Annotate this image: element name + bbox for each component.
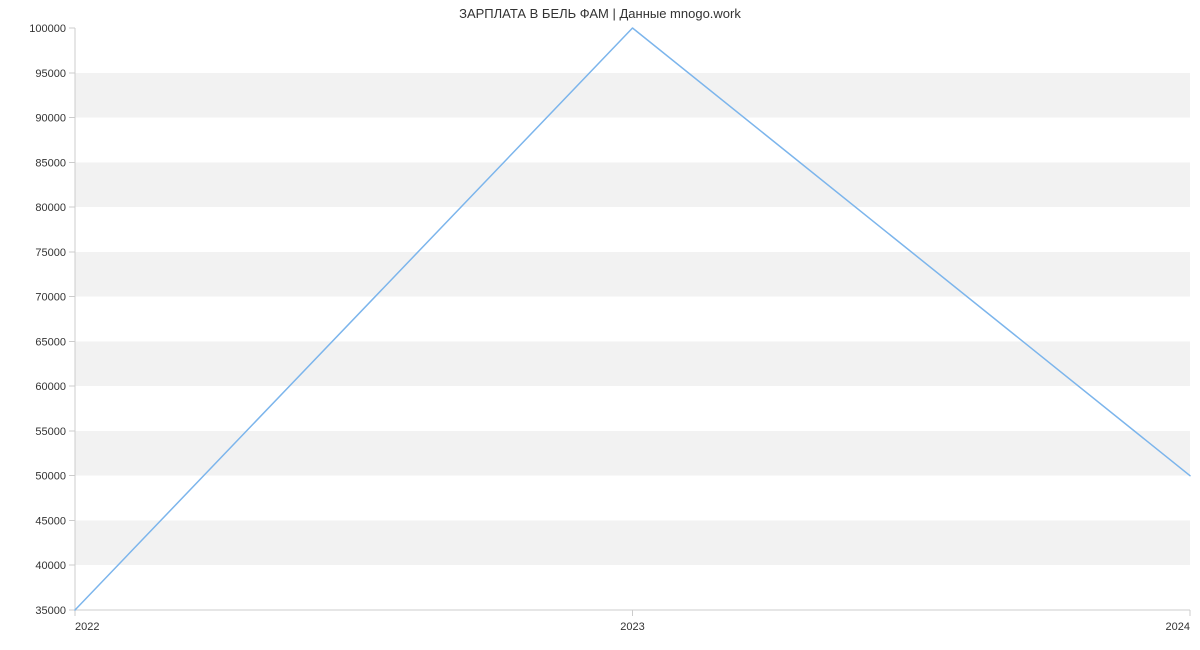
svg-text:40000: 40000: [35, 560, 66, 572]
salary-line-chart: ЗАРПЛАТА В БЕЛЬ ФАМ | Данные mnogo.work …: [0, 0, 1200, 650]
chart-svg: 35000 40000 45000 50000 55000 60000 65000 70000…: [0, 0, 1200, 650]
svg-text:50000: 50000: [35, 471, 66, 483]
svg-text:90000: 90000: [35, 113, 66, 125]
svg-text:95000: 95000: [35, 68, 66, 80]
svg-text:2024: 2024: [1166, 621, 1190, 633]
svg-text:65000: 65000: [35, 336, 66, 348]
chart-title: ЗАРПЛАТА В БЕЛЬ ФАМ | Данные mnogo.work: [0, 6, 1200, 21]
svg-text:2023: 2023: [620, 621, 644, 633]
svg-text:55000: 55000: [35, 426, 66, 438]
svg-text:2022: 2022: [75, 621, 99, 633]
svg-text:35000: 35000: [35, 605, 66, 617]
svg-text:75000: 75000: [35, 247, 66, 259]
svg-text:85000: 85000: [35, 157, 66, 169]
svg-text:100000: 100000: [29, 23, 66, 35]
svg-text:60000: 60000: [35, 381, 66, 393]
svg-text:45000: 45000: [35, 515, 66, 527]
svg-text:70000: 70000: [35, 292, 66, 304]
svg-text:80000: 80000: [35, 202, 66, 214]
